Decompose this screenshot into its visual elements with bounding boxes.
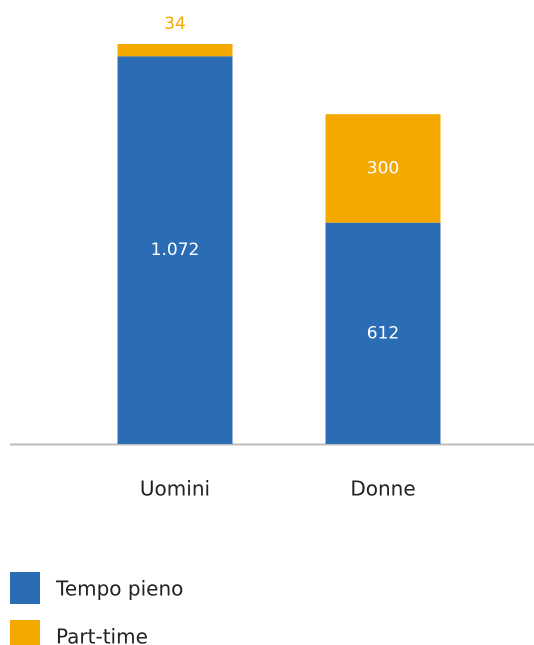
legend-swatch xyxy=(10,620,40,645)
data-label: 34 xyxy=(164,14,186,34)
bar-segment xyxy=(117,44,233,57)
x-tick-label: Donne xyxy=(350,477,415,501)
bar-segment xyxy=(117,56,233,444)
legend-label: Tempo pieno xyxy=(55,577,183,601)
x-tick-label: Uomini xyxy=(140,477,210,501)
bar-segment xyxy=(325,114,441,223)
bar-segment xyxy=(325,222,441,444)
legend-swatch xyxy=(10,572,40,604)
data-label: 1.072 xyxy=(151,240,200,260)
legend-label: Part-time xyxy=(56,625,148,645)
data-label: 612 xyxy=(367,323,399,343)
data-label: 300 xyxy=(367,158,399,178)
